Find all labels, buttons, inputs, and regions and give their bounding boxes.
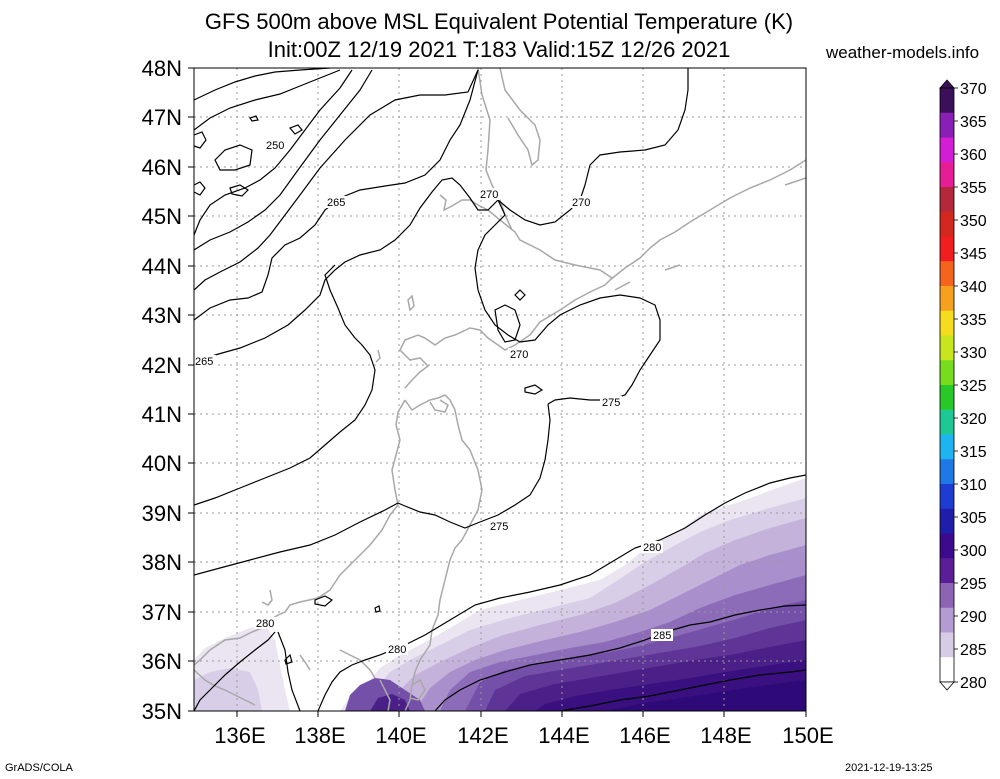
colorbar-label: 315 (960, 444, 987, 461)
colorbar-swatch (940, 286, 954, 312)
colorbar-cap-top (939, 79, 955, 89)
colorbar-swatch (940, 484, 954, 510)
colorbar-label: 330 (960, 345, 987, 362)
colorbar-swatch (940, 236, 954, 262)
lat-label: 39N (142, 501, 182, 526)
contour-label: 275 (602, 397, 620, 409)
colorbar-swatch (940, 211, 954, 237)
colorbar-swatch (940, 187, 954, 213)
lat-label: 37N (142, 600, 182, 625)
colorbar-label: 370 (960, 81, 987, 98)
colorbar-swatch (940, 261, 954, 287)
colorbar-label: 350 (960, 213, 987, 230)
colorbar-label: 340 (960, 279, 987, 296)
lon-label: 142E (457, 723, 508, 748)
lat-label: 46N (142, 155, 182, 180)
lat-label: 36N (142, 649, 182, 674)
site-credit: weather-models.info (826, 43, 980, 62)
colorbar-label: 320 (960, 411, 987, 428)
lat-label: 43N (142, 303, 182, 328)
colorbar-label: 290 (960, 609, 987, 626)
coastlines (194, 68, 806, 711)
colorbar-swatch (940, 335, 954, 361)
colorbar-swatch (940, 310, 954, 336)
colorbar-label: 325 (960, 378, 987, 395)
footer-left: GrADS/COLA (5, 762, 73, 774)
lat-label: 35N (142, 699, 182, 724)
colorbar-cap-bottom (939, 681, 955, 691)
colorbar-swatch (940, 558, 954, 584)
lat-label: 47N (142, 105, 182, 130)
axis-ticks (188, 67, 807, 717)
colorbar-swatch (940, 137, 954, 163)
lat-labels: 48N 47N 46N 45N 44N 43N 42N 41N 40N 39N … (142, 56, 182, 724)
colorbar-label: 345 (960, 246, 987, 263)
contour-label: 285 (653, 630, 671, 642)
contours (194, 68, 806, 711)
lat-label: 45N (142, 204, 182, 229)
colorbar-label: 305 (960, 510, 987, 527)
colorbar-swatch (940, 434, 954, 460)
colorbar-swatch (940, 632, 954, 658)
contour-label: 265 (327, 197, 345, 209)
lat-label: 38N (142, 550, 182, 575)
colorbar-label: 355 (960, 180, 987, 197)
contour-label: 280 (388, 644, 406, 656)
shaded-theta-e (194, 478, 806, 711)
lat-label: 48N (142, 56, 182, 81)
colorbar-swatch (940, 583, 954, 609)
colorbar-label: 360 (960, 147, 987, 164)
contour-label: 280 (643, 542, 661, 554)
lon-label: 146E (619, 723, 670, 748)
colorbar-label: 300 (960, 543, 987, 560)
contour-label: 270 (510, 349, 528, 361)
contour-label: 280 (256, 618, 274, 630)
lat-label: 42N (142, 353, 182, 378)
contour-labels: 250 265 265 270 270 270 275 275 280 280 … (194, 139, 673, 656)
grid-lines (194, 68, 806, 711)
colorbar-swatch (940, 162, 954, 188)
colorbar-swatch (940, 607, 954, 633)
colorbar-label: 310 (960, 477, 987, 494)
colorbar-swatch (940, 409, 954, 435)
colorbar-swatch (940, 533, 954, 559)
lon-label: 136E (214, 723, 265, 748)
colorbar (939, 79, 958, 691)
contour-label: 275 (490, 521, 508, 533)
contour-label: 250 (266, 140, 284, 152)
plot-frame (193, 67, 807, 712)
lat-label: 40N (142, 451, 182, 476)
colorbar-swatch (940, 385, 954, 411)
colorbar-swatch (940, 112, 954, 138)
lat-label: 41N (142, 402, 182, 427)
lon-label: 138E (294, 723, 345, 748)
colorbar-label: 335 (960, 312, 987, 329)
colorbar-label: 295 (960, 576, 987, 593)
colorbar-labels: 370 365 360 355 350 345 340 335 330 325 … (960, 81, 987, 692)
footer-timestamp: 2021-12-19-13:25 (845, 762, 933, 774)
colorbar-swatch (940, 360, 954, 386)
contour-label: 270 (480, 189, 498, 201)
lat-label: 44N (142, 254, 182, 279)
colorbar-swatch (940, 459, 954, 485)
colorbar-swatch (940, 88, 954, 114)
chart-title: GFS 500m above MSL Equivalent Potential … (204, 9, 794, 34)
contour-label: 270 (572, 197, 590, 209)
colorbar-swatch (940, 508, 954, 534)
chart-subtitle: Init:00Z 12/19 2021 T:183 Valid:15Z 12/2… (267, 37, 731, 62)
colorbar-label: 280 (960, 675, 987, 692)
lon-label: 150E (782, 723, 833, 748)
lon-label: 148E (700, 723, 751, 748)
colorbar-label: 285 (960, 642, 987, 659)
contour-label: 265 (195, 356, 213, 368)
colorbar-swatch (940, 657, 954, 683)
lon-label: 140E (375, 723, 426, 748)
lon-labels: 136E 138E 140E 142E 144E 146E 148E 150E (214, 723, 833, 748)
colorbar-label: 365 (960, 114, 987, 131)
lon-label: 144E (538, 723, 589, 748)
